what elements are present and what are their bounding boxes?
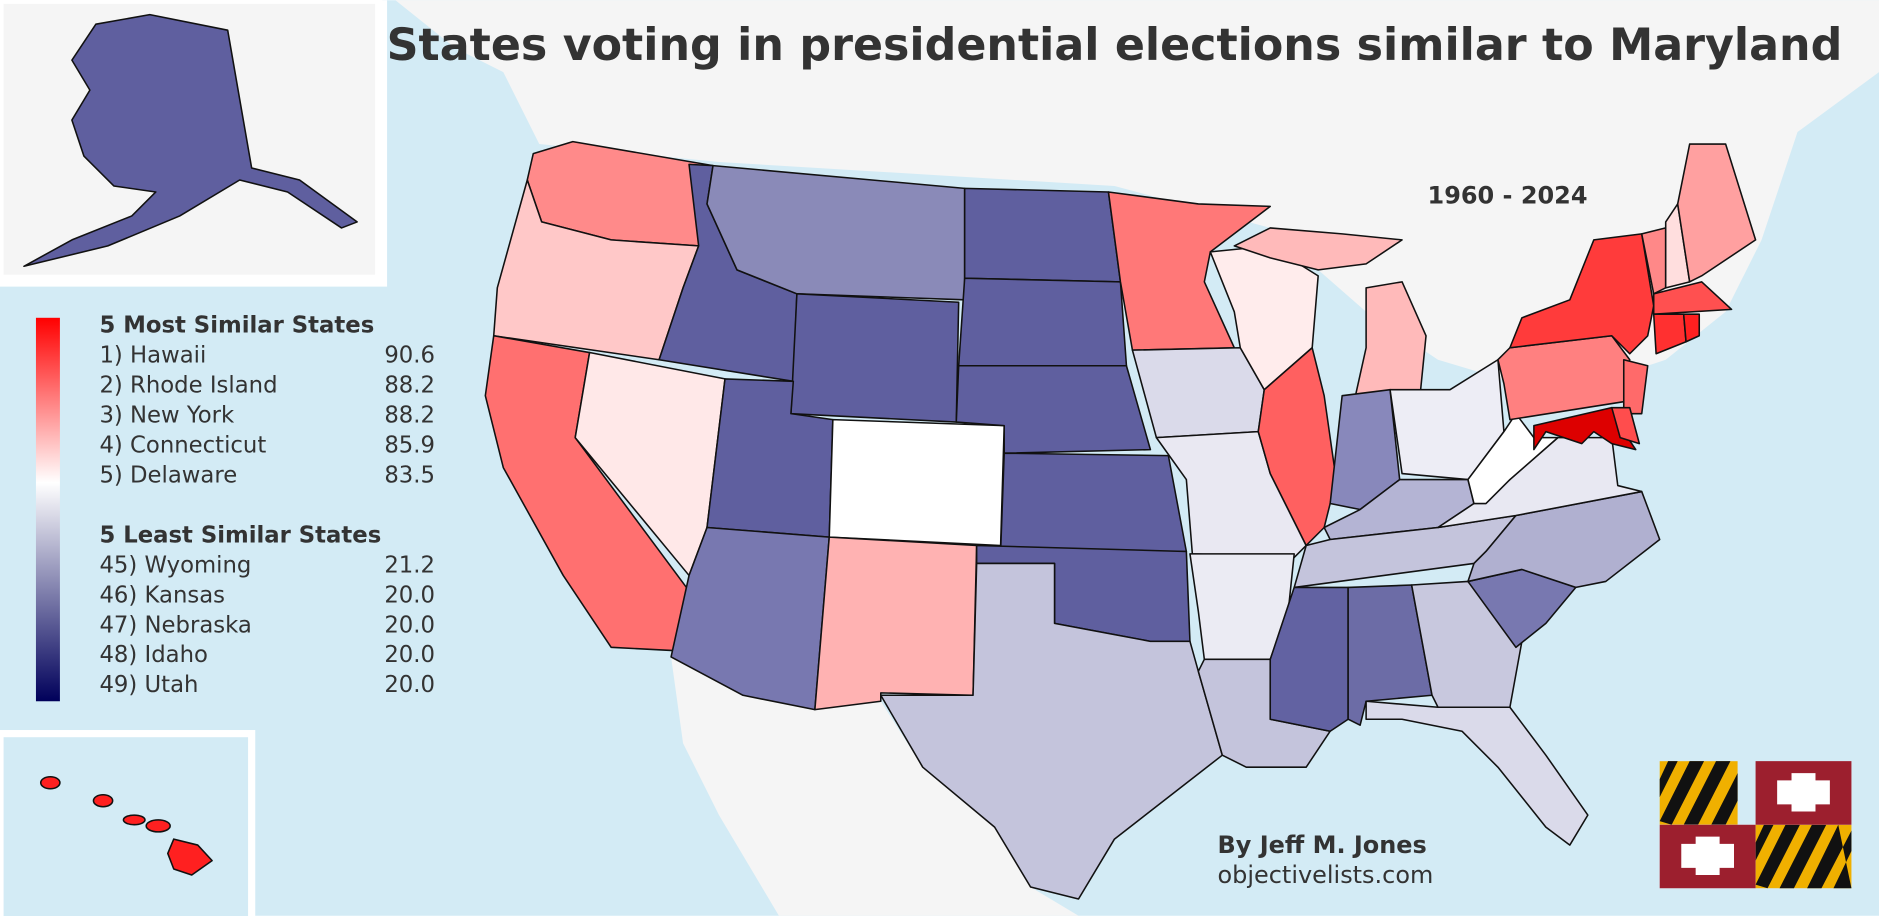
state <box>1676 143 1757 283</box>
state <box>828 418 1005 547</box>
legend-rows: 1) Hawaii 90.6 2) Rhode Island 88.2 3) New Y… <box>99 343 435 699</box>
legend-value: 83.5 <box>384 462 435 488</box>
title: States voting in presidential elections … <box>387 20 1843 71</box>
state <box>1467 412 1559 505</box>
state <box>1131 346 1266 439</box>
flag-stripes <box>1755 824 1852 889</box>
state <box>814 536 978 711</box>
island <box>92 793 114 808</box>
legend-title: 5 Least Similar States <box>99 522 381 548</box>
credit-site: objectivelists.com <box>1218 861 1434 889</box>
flag-cross <box>1659 824 1756 889</box>
state <box>1610 406 1641 445</box>
state <box>1682 313 1701 343</box>
legend-value: 85.9 <box>384 433 435 459</box>
state <box>1365 700 1589 846</box>
state <box>1622 358 1649 415</box>
legend-label: 49) Utah <box>99 672 198 698</box>
legend-title: 5 Most Similar States <box>99 313 374 339</box>
flag-cross <box>1755 761 1852 825</box>
island <box>166 838 213 876</box>
legend-label: 45) Wyoming <box>99 552 251 578</box>
legend-label: 4) Connecticut <box>99 433 266 459</box>
state <box>1233 227 1403 271</box>
legend-value: 90.6 <box>384 343 435 369</box>
state <box>999 452 1188 553</box>
flag-stripes <box>1659 761 1738 825</box>
legend-value: 20.0 <box>384 642 435 668</box>
canada <box>395 0 1879 396</box>
mexico <box>671 656 1079 916</box>
hawaii <box>39 775 213 876</box>
state <box>957 277 1128 367</box>
legend-label: 48) Idaho <box>99 642 208 668</box>
hawaii-inset <box>0 730 256 916</box>
legend-value: 20.0 <box>384 672 435 698</box>
legend-label: 3) New York <box>99 403 235 429</box>
states <box>484 140 1757 900</box>
state <box>963 187 1122 283</box>
state <box>880 562 1224 900</box>
island <box>145 819 171 833</box>
inset-border <box>0 0 388 287</box>
period: 1960 - 2024 <box>1428 182 1588 210</box>
legend-value: 21.2 <box>384 552 435 578</box>
island <box>39 775 61 790</box>
maryland-flag <box>1659 761 1852 889</box>
island <box>122 814 146 826</box>
state <box>1509 233 1655 355</box>
legend-value: 20.0 <box>384 612 435 638</box>
state <box>1652 281 1733 315</box>
color-scale <box>35 317 60 702</box>
legend-label: 5) Delaware <box>99 462 237 488</box>
legend-value: 88.2 <box>384 373 435 399</box>
legend-label: 1) Hawaii <box>99 343 206 369</box>
legend-value: 88.2 <box>384 403 435 429</box>
state <box>790 293 960 423</box>
legend-value: 20.0 <box>384 582 435 608</box>
state <box>1107 191 1272 351</box>
legend-label: 2) Rhode Island <box>99 373 277 399</box>
legend-label: 47) Nebraska <box>99 612 251 638</box>
alaska <box>23 13 358 268</box>
legend-label: 46) Kansas <box>99 582 225 608</box>
credit-author: By Jeff M. Jones <box>1218 831 1427 859</box>
